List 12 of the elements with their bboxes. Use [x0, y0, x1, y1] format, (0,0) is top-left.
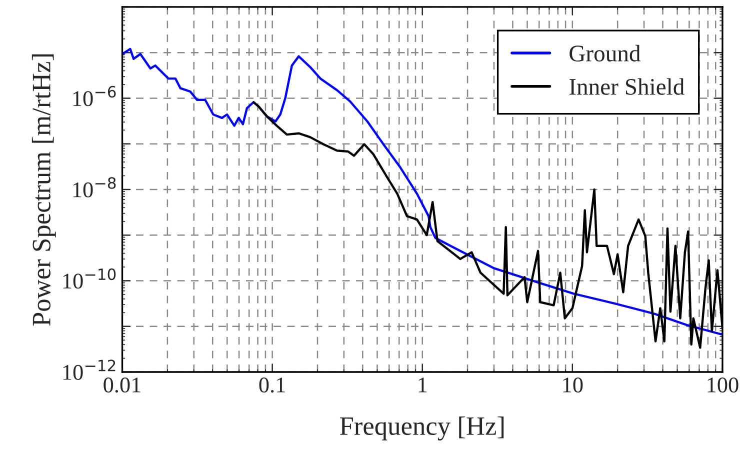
legend-label: Inner Shield [569, 78, 684, 95]
x-tick-label: 0.01 [104, 378, 140, 393]
x-axis-title: Frequency [Hz] [340, 416, 504, 440]
legend-label: Ground [570, 44, 640, 62]
y-tick-label: 10$^{−8}$ [73, 177, 116, 198]
y-tick-label: 10$^{−10}$ [63, 268, 116, 289]
x-tick-label: 1 [418, 378, 427, 392]
y-axis-title: Power Spectrum [m/rtHz] [32, 54, 56, 326]
x-tick-label: 10 [563, 378, 583, 392]
x-tick-label: 100 [708, 378, 738, 392]
y-tick-label: 10$^{−6}$ [73, 86, 116, 106]
x-tick-label: 0.1 [259, 378, 285, 393]
